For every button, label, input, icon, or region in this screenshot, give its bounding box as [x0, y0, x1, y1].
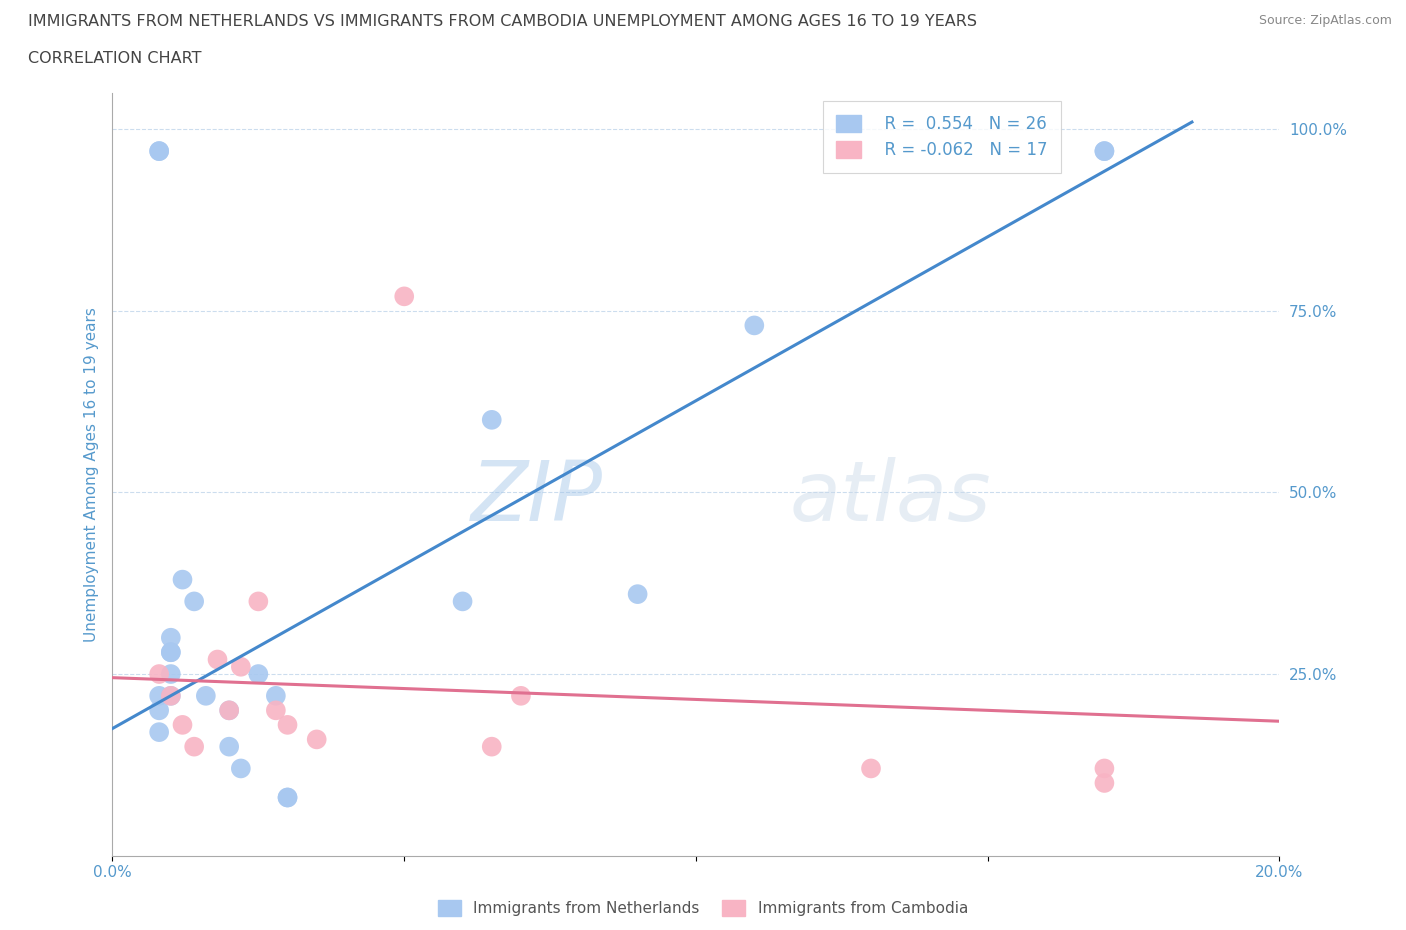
Y-axis label: Unemployment Among Ages 16 to 19 years: Unemployment Among Ages 16 to 19 years — [83, 307, 98, 642]
Text: CORRELATION CHART: CORRELATION CHART — [28, 51, 201, 66]
Text: ZIP: ZIP — [471, 457, 603, 538]
Point — [1094, 143, 1116, 158]
Point — [148, 143, 170, 158]
Point — [160, 644, 183, 659]
Point — [160, 688, 183, 703]
Text: atlas: atlas — [789, 457, 991, 538]
Point — [218, 739, 240, 754]
Point — [305, 732, 328, 747]
Point — [276, 717, 298, 732]
Point — [451, 594, 474, 609]
Point — [148, 667, 170, 682]
Point — [183, 739, 205, 754]
Point — [394, 289, 416, 304]
Point — [160, 644, 183, 659]
Point — [1094, 761, 1116, 776]
Point — [229, 761, 252, 776]
Point — [148, 688, 170, 703]
Point — [1094, 143, 1116, 158]
Point — [1094, 776, 1116, 790]
Point — [148, 143, 170, 158]
Point — [160, 667, 183, 682]
Point — [160, 688, 183, 703]
Point — [218, 703, 240, 718]
Point — [276, 790, 298, 805]
Point — [264, 688, 287, 703]
Legend: Immigrants from Netherlands, Immigrants from Cambodia: Immigrants from Netherlands, Immigrants … — [432, 894, 974, 923]
Point — [509, 688, 531, 703]
Point — [742, 318, 765, 333]
Point — [183, 594, 205, 609]
Point — [218, 703, 240, 718]
Point — [172, 572, 194, 587]
Point — [860, 761, 883, 776]
Point — [229, 659, 252, 674]
Point — [148, 724, 170, 739]
Point — [481, 412, 503, 427]
Point — [481, 739, 503, 754]
Text: IMMIGRANTS FROM NETHERLANDS VS IMMIGRANTS FROM CAMBODIA UNEMPLOYMENT AMONG AGES : IMMIGRANTS FROM NETHERLANDS VS IMMIGRANT… — [28, 14, 977, 29]
Point — [172, 717, 194, 732]
Point — [264, 703, 287, 718]
Point — [148, 703, 170, 718]
Point — [627, 587, 650, 602]
Point — [160, 631, 183, 645]
Point — [194, 688, 217, 703]
Text: Source: ZipAtlas.com: Source: ZipAtlas.com — [1258, 14, 1392, 27]
Point — [247, 667, 270, 682]
Point — [276, 790, 298, 805]
Legend:   R =  0.554   N = 26,   R = -0.062   N = 17: R = 0.554 N = 26, R = -0.062 N = 17 — [823, 101, 1062, 173]
Point — [247, 594, 270, 609]
Point — [207, 652, 229, 667]
